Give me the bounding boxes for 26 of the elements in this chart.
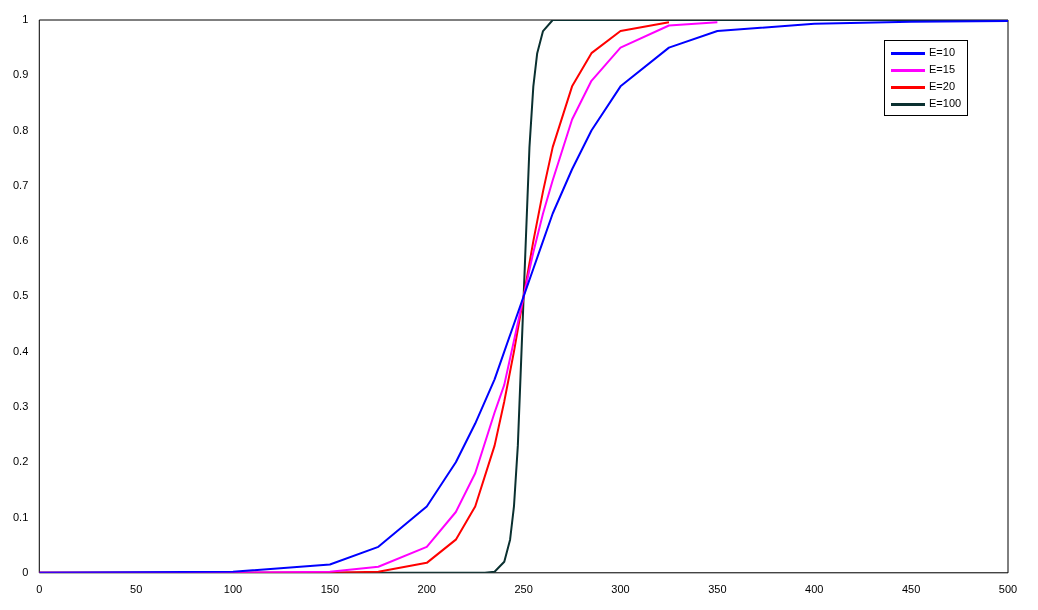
- y-tick-label: 1: [22, 13, 29, 26]
- legend-label: E=15: [929, 63, 955, 75]
- x-tick-label: 100: [223, 583, 243, 596]
- y-tick-label: 0.8: [12, 123, 29, 136]
- x-tick-label: 50: [130, 583, 143, 596]
- y-tick-label: 0.7: [12, 178, 29, 191]
- y-tick-label: 0.1: [12, 510, 29, 523]
- x-tick-label: 450: [901, 583, 921, 596]
- x-tick-label: 400: [805, 583, 824, 596]
- y-tick-label: 0.3: [12, 399, 29, 412]
- y-tick-label: 0.2: [12, 455, 29, 468]
- legend-label: E=20: [929, 80, 955, 92]
- x-tick-label: 350: [708, 583, 727, 596]
- x-tick-label: 500: [998, 583, 1018, 596]
- y-tick-label: 0.5: [12, 289, 29, 302]
- legend-label: E=10: [929, 46, 955, 58]
- y-tick-label: 0.6: [12, 234, 29, 247]
- x-tick-label: 250: [514, 583, 533, 596]
- y-tick-label: 0.4: [12, 344, 29, 357]
- x-tick-label: 300: [611, 583, 630, 596]
- y-tick-label: 0: [22, 565, 29, 578]
- x-tick-label: 200: [417, 583, 436, 596]
- x-tick-label: 150: [320, 583, 340, 596]
- y-tick-label: 0.9: [12, 68, 29, 81]
- legend-label: E=100: [929, 97, 962, 109]
- x-tick-label: 0: [36, 583, 43, 596]
